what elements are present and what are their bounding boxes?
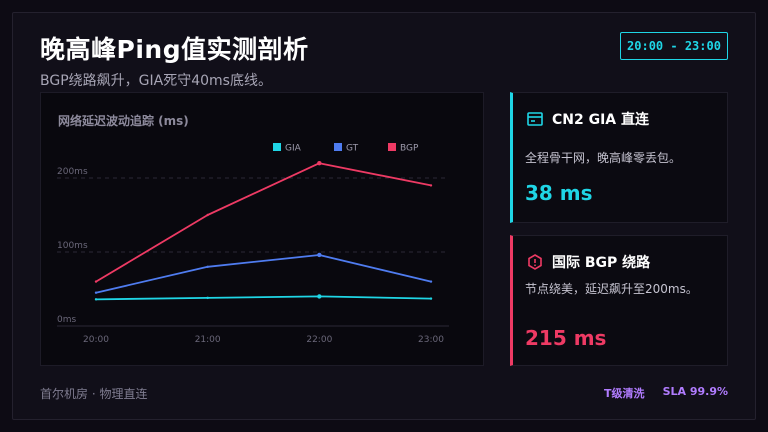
chart-title: 网络延迟波动追踪 (ms) xyxy=(58,114,189,128)
data-point-bgp xyxy=(206,213,209,217)
y-tick-label: 200ms xyxy=(57,167,88,177)
legend-label: GIA xyxy=(285,144,302,154)
y-tick-label: 100ms xyxy=(57,241,88,251)
data-point-gt xyxy=(94,291,98,294)
time-range-badge: 20:00 - 23:00 xyxy=(620,32,728,60)
bgp-card: 国际 BGP 绕路 节点绕美，延迟飙升至200ms。 215 ms xyxy=(510,235,728,366)
data-point-gia xyxy=(206,296,209,300)
legend-swatch xyxy=(334,143,342,151)
x-tick-label: 22:00 xyxy=(306,335,332,345)
data-point-gt xyxy=(206,265,209,268)
chart-panel: 0ms 100ms 200ms 20:00 21:00 22:00 23:00 GIA GT BG… xyxy=(40,92,484,366)
footer-tags: T级清洗 SLA 99.9% xyxy=(604,385,728,401)
data-point-gt xyxy=(317,252,322,258)
bgp-card-desc: 节点绕美，延迟飙升至200ms。 xyxy=(525,282,698,296)
series-line-gt xyxy=(95,254,432,294)
gia-card-value: 38 ms xyxy=(525,181,593,205)
legend-label: GT xyxy=(346,144,359,154)
x-tick-label: 20:00 xyxy=(83,335,109,345)
data-point-bgp xyxy=(429,184,433,187)
x-tick-label: 21:00 xyxy=(195,335,221,345)
bgp-card-header: 国际 BGP 绕路 xyxy=(527,252,650,272)
legend-swatch xyxy=(388,143,396,151)
data-point-gia xyxy=(94,298,98,301)
legend-label: BGP xyxy=(400,144,419,154)
series-line-gia xyxy=(95,295,432,301)
legend-swatch xyxy=(273,143,281,151)
data-point-gia xyxy=(429,297,433,300)
page-title: 晚高峰Ping值实测剖析 xyxy=(40,35,309,64)
bgp-card-value: 215 ms xyxy=(525,326,607,350)
footer-tag-sla: SLA 99.9% xyxy=(662,385,728,398)
footer-location: 首尔机房 · 物理直连 xyxy=(40,387,148,401)
data-point-gt xyxy=(429,280,433,283)
bgp-card-title: 国际 BGP 绕路 xyxy=(552,255,651,271)
x-tick-label: 23:00 xyxy=(418,335,444,345)
series-line-bgp xyxy=(95,162,432,283)
gia-card-header: CN2 GIA 直连 xyxy=(527,109,649,129)
page-subtitle: BGP绕路飙升，GIA死守40ms底线。 xyxy=(40,73,272,89)
gia-card: CN2 GIA 直连 全程骨干网，晚高峰零丢包。 38 ms xyxy=(510,92,728,223)
data-point-bgp xyxy=(94,280,98,283)
gia-card-desc: 全程骨干网，晚高峰零丢包。 xyxy=(525,151,682,165)
y-tick-label: 0ms xyxy=(57,315,76,325)
data-point-bgp xyxy=(317,161,322,166)
footer-tag-ddos: T级清洗 xyxy=(604,387,645,400)
server-icon xyxy=(527,112,543,126)
data-point-gia xyxy=(317,294,322,299)
gia-card-title: CN2 GIA 直连 xyxy=(552,112,650,128)
latency-chart: 0ms 100ms 200ms 20:00 21:00 22:00 23:00 GIA GT BG… xyxy=(57,143,449,345)
warning-icon xyxy=(528,254,542,270)
